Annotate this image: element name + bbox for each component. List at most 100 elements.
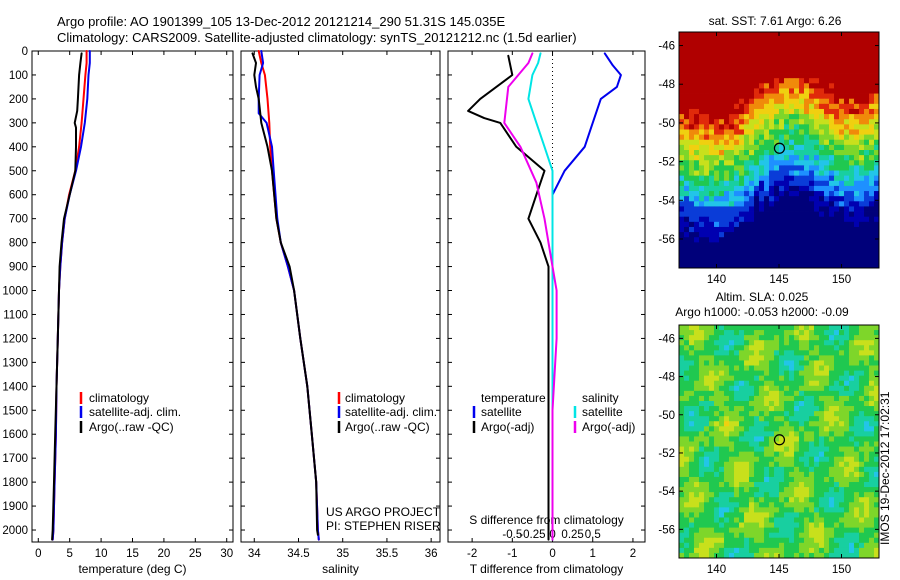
map-cell — [839, 492, 845, 498]
map-cell — [794, 52, 800, 59]
map-cell — [799, 461, 805, 468]
map-cell — [709, 226, 715, 233]
map-cell — [699, 492, 705, 498]
map-cell — [834, 517, 840, 523]
map-cell — [774, 170, 780, 177]
map-cell — [814, 196, 820, 202]
map-cell — [784, 257, 790, 264]
map-cell — [829, 406, 835, 412]
map-cell — [874, 211, 880, 218]
map-cell — [754, 73, 760, 79]
map-cell — [804, 119, 810, 125]
map-cell — [789, 517, 795, 523]
map-cell — [714, 124, 720, 130]
map-cell — [794, 502, 800, 508]
map-cell — [829, 482, 835, 488]
map-cell — [789, 527, 795, 534]
map-cell — [799, 226, 805, 233]
map-cell — [779, 492, 785, 498]
map-cell — [869, 201, 875, 207]
map-cell — [724, 406, 730, 412]
map-cell — [684, 114, 690, 120]
map-cell — [739, 482, 745, 488]
map-cell — [819, 471, 825, 478]
map-cell — [744, 451, 750, 458]
map-y-tick-label: -52 — [658, 157, 675, 169]
map-cell — [749, 492, 755, 498]
map-cell — [759, 150, 765, 156]
map-cell — [854, 390, 860, 397]
map-cell — [809, 431, 815, 437]
map-cell — [729, 216, 735, 223]
map-cell — [734, 247, 740, 254]
map-cell — [699, 257, 705, 264]
map-cell — [779, 436, 785, 442]
map-cell — [744, 124, 750, 130]
map-cell — [714, 114, 720, 120]
map-cell — [694, 492, 700, 498]
map-cell — [869, 532, 875, 539]
map-cell — [719, 527, 725, 534]
map-cell — [874, 512, 880, 518]
map-cell — [724, 482, 730, 488]
map-cell — [804, 262, 810, 269]
map-cell — [789, 73, 795, 79]
map-cells — [679, 325, 880, 559]
map-cell — [734, 355, 740, 361]
map-cell — [844, 37, 850, 43]
map-cell — [864, 160, 870, 166]
map-cell — [744, 330, 750, 336]
map-cell — [844, 552, 850, 559]
map-cell — [819, 247, 825, 254]
map-y-tick-label: -46 — [658, 41, 675, 53]
map-cell — [729, 119, 735, 125]
map-cell — [854, 325, 860, 331]
map-cell — [854, 83, 860, 89]
map-cell — [774, 542, 780, 549]
map-cell — [854, 385, 860, 392]
map-cell — [834, 124, 840, 130]
map-cell — [709, 232, 715, 238]
map-cell — [874, 537, 880, 544]
map-cell — [709, 482, 715, 488]
map-cell — [759, 78, 765, 84]
map-cell — [799, 185, 805, 192]
map-cell — [819, 114, 825, 120]
map-cell — [679, 476, 685, 483]
map-cell — [709, 211, 715, 218]
map-cell — [869, 180, 875, 187]
map-cell — [869, 451, 875, 458]
map-cell — [754, 103, 760, 110]
map-cell — [729, 62, 735, 69]
map-cell — [779, 497, 785, 503]
map-cell — [759, 345, 765, 351]
map-cell — [724, 252, 730, 259]
map-cell — [794, 237, 800, 243]
map-cell — [874, 221, 880, 228]
map-cell — [684, 335, 690, 341]
map-cell — [709, 170, 715, 177]
map-cell — [819, 211, 825, 218]
map-cell — [794, 78, 800, 84]
map-cell — [729, 365, 735, 371]
map-cell — [769, 88, 775, 94]
map-cell — [709, 88, 715, 94]
map-cell — [684, 160, 690, 166]
map-cell — [849, 73, 855, 79]
map-cell — [849, 350, 855, 356]
map-cell — [869, 370, 875, 377]
legend-label-temperature-argo: Argo(-adj) — [481, 420, 534, 434]
map-cell — [689, 206, 695, 212]
map-cell — [809, 88, 815, 94]
map-cell — [839, 451, 845, 458]
map-cell — [814, 114, 820, 120]
map-cell — [764, 441, 770, 447]
map-cell — [764, 400, 770, 407]
map-cell — [869, 375, 875, 382]
map-cell — [719, 360, 725, 366]
map-cell — [749, 340, 755, 346]
map-cell — [824, 456, 830, 463]
map-cell — [859, 211, 865, 218]
map-cell — [769, 436, 775, 442]
